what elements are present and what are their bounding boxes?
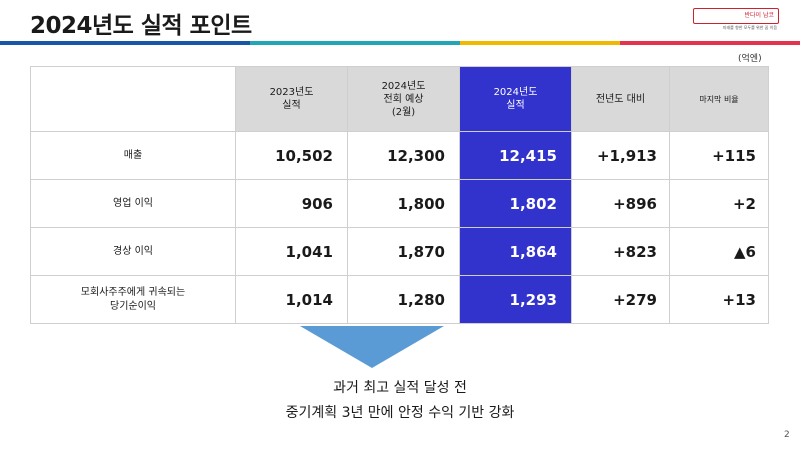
cell-vs-forecast: ▲6 xyxy=(669,227,769,276)
cell-yoy-change: +823 xyxy=(571,227,670,276)
cell-vs-forecast: +2 xyxy=(669,179,769,228)
logo-name: 반다이 남코 xyxy=(744,12,774,19)
cell-fy2023-actual: 906 xyxy=(235,179,348,228)
logo-tagline: 미래를 향한 모두를 위한 꿈 이음 xyxy=(722,25,777,30)
cell-fy2024-forecast: 12,300 xyxy=(347,131,460,180)
logo-frame: 반다이 남코 xyxy=(693,8,779,24)
summary-line-2: 중기계획 3년 만에 안정 수익 기반 강화 xyxy=(285,405,515,421)
cell-yoy-change: +279 xyxy=(571,275,670,324)
table-row-net-income: 모회사주주에게 귀속되는 당기순이익 1,014 1,280 1,293 +27… xyxy=(30,275,769,324)
cell-fy2023-actual: 1,041 xyxy=(235,227,348,276)
cell-fy2024-actual: 12,415 xyxy=(459,131,572,180)
cell-vs-forecast: +115 xyxy=(669,131,769,180)
page-number: 2 xyxy=(784,430,790,440)
cell-fy2024-actual: 1,864 xyxy=(459,227,572,276)
cell-fy2023-actual: 10,502 xyxy=(235,131,348,180)
header-yoy-change: 전년도 대비 xyxy=(571,66,670,132)
cell-fy2024-forecast: 1,800 xyxy=(347,179,460,228)
row-label: 경상 이익 xyxy=(30,227,236,276)
slide-title: 2024년도 실적 포인트 xyxy=(30,13,252,39)
unit-label: (억엔) xyxy=(738,54,762,64)
cell-yoy-change: +1,913 xyxy=(571,131,670,180)
row-label: 모회사주주에게 귀속되는 당기순이익 xyxy=(30,275,236,324)
cell-vs-forecast: +13 xyxy=(669,275,769,324)
summary-line-1: 과거 최고 실적 달성 전 xyxy=(333,380,467,396)
table-row-operating-income: 영업 이익 906 1,800 1,802 +896 +2 xyxy=(30,179,769,228)
header-fy2024-previous-forecast: 2024년도 전회 예상 (2월) xyxy=(347,66,460,132)
header-stripe-teal xyxy=(250,41,460,45)
cell-fy2024-actual: 1,802 xyxy=(459,179,572,228)
cell-fy2024-actual: 1,293 xyxy=(459,275,572,324)
table-header-row: 2023년도 실적 2024년도 전회 예상 (2월) 2024년도 실적 전년… xyxy=(30,66,769,132)
header-fy2023-actual: 2023년도 실적 xyxy=(235,66,348,132)
cell-yoy-change: +896 xyxy=(571,179,670,228)
header-stripe-blue xyxy=(0,41,250,45)
cell-fy2024-forecast: 1,280 xyxy=(347,275,460,324)
header-stripe-yellow xyxy=(460,41,620,45)
table-row-net-sales: 매출 10,502 12,300 12,415 +1,913 +115 xyxy=(30,131,769,180)
down-arrow-icon xyxy=(300,326,444,368)
cell-fy2023-actual: 1,014 xyxy=(235,275,348,324)
company-logo: 반다이 남코 미래를 향한 모두를 위한 꿈 이음 xyxy=(693,8,783,32)
header-stripe-red xyxy=(620,41,800,45)
header-fy2024-actual: 2024년도 실적 xyxy=(459,66,572,132)
header-vs-forecast: 마지막 비율 xyxy=(669,66,769,132)
results-table: 2023년도 실적 2024년도 전회 예상 (2월) 2024년도 실적 전년… xyxy=(30,66,769,324)
cell-fy2024-forecast: 1,870 xyxy=(347,227,460,276)
row-label: 영업 이익 xyxy=(30,179,236,228)
header-corner-cell xyxy=(30,66,236,132)
row-label: 매출 xyxy=(30,131,236,180)
table-row-ordinary-income: 경상 이익 1,041 1,870 1,864 +823 ▲6 xyxy=(30,227,769,276)
